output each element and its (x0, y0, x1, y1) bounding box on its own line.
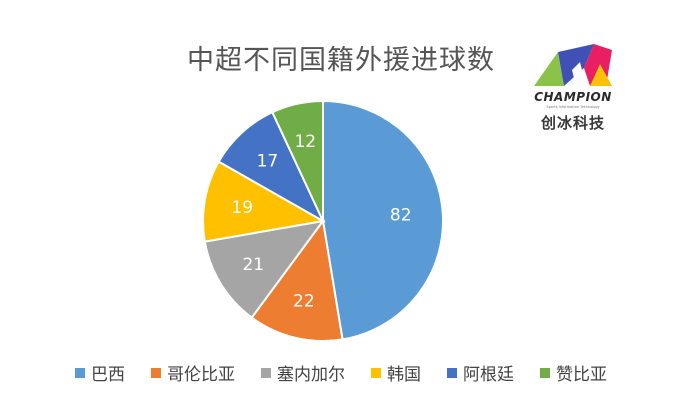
pie-slice-6 (271, 99, 324, 222)
legend-label-3: 塞内加尔 (277, 365, 345, 385)
legend-swatch-2 (151, 367, 161, 378)
pie-data-label-3: 21 (242, 255, 264, 275)
pie-data-label-1: 82 (390, 206, 412, 226)
legend-label-1: 巴西 (91, 365, 125, 385)
champion-logo-icon (534, 44, 612, 86)
legend-swatch-4 (371, 367, 381, 378)
logo-name: CHAMPION (534, 90, 612, 104)
legend-swatch-1 (75, 367, 85, 378)
champion-logo: CHAMPION Sports Information Technology 创… (524, 40, 622, 132)
pie-slice-3 (203, 219, 326, 319)
pie-slice-4 (202, 160, 326, 243)
legend-label-6: 赞比亚 (556, 365, 607, 385)
pie-data-label-6: 12 (294, 132, 316, 152)
pie-slice-5 (217, 110, 326, 224)
legend-item-1: 巴西 (75, 360, 125, 385)
legend-swatch-3 (261, 367, 271, 378)
legend-swatch-5 (447, 367, 457, 378)
logo-cn-name: 创冰科技 (540, 114, 605, 132)
legend-label-5: 阿根廷 (463, 365, 514, 385)
logo-subtitle: Sports Information Technology (546, 105, 600, 109)
legend-label-2: 哥伦比亚 (167, 365, 235, 385)
chart-legend: 巴西 哥伦比亚 塞内加尔 韩国 阿根廷 赞比亚 (0, 360, 682, 385)
legend-item-6: 赞比亚 (540, 360, 607, 385)
pie-data-label-4: 19 (231, 198, 253, 218)
legend-item-2: 哥伦比亚 (151, 360, 235, 385)
chart-title: 中超不同国籍外援进球数 (187, 45, 495, 76)
pie-slice-1 (322, 99, 444, 341)
legend-item-3: 塞内加尔 (261, 360, 345, 385)
legend-label-4: 韩国 (387, 365, 421, 385)
pie-slice-2 (250, 218, 344, 342)
legend-item-5: 阿根廷 (447, 360, 514, 385)
pie-data-label-5: 17 (257, 152, 279, 172)
pie-data-label-2: 22 (293, 292, 315, 312)
legend-swatch-6 (540, 367, 550, 378)
legend-item-4: 韩国 (371, 360, 421, 385)
